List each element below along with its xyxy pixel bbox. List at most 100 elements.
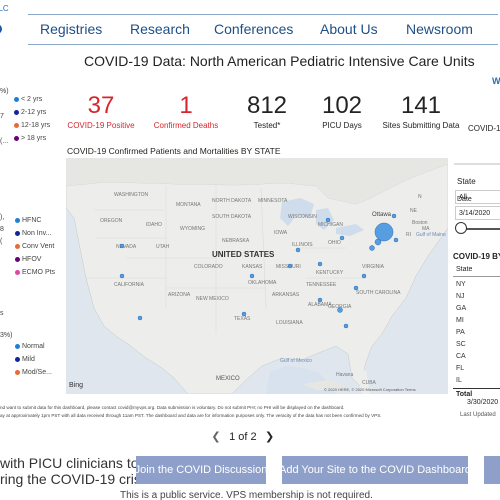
severity-legend-item[interactable]: Mod/Se... [15, 369, 52, 376]
date-slider-handle[interactable] [455, 222, 467, 234]
map-label: SOUTH DAKOTA [212, 214, 252, 220]
nav-divider-top [28, 14, 498, 15]
disclaimer-line: ay at approximately 1pm PST with all dat… [0, 413, 382, 418]
add-site-button[interactable]: Add Your Site to the COVID Dashboard [279, 456, 471, 484]
table-total-label: Total [456, 391, 473, 398]
support-legend-item[interactable]: Conv Vent [15, 243, 54, 250]
map-label: MEXICO [216, 376, 240, 382]
table-row[interactable]: NJ [456, 293, 465, 300]
date-start-input[interactable]: 3/14/2020 [455, 206, 500, 220]
extra-cta-button[interactable] [484, 456, 500, 484]
map-label: NORTH DAKOTA [212, 198, 252, 204]
age-pct-fragment: %) [0, 88, 9, 95]
brand-logo-icon[interactable] [0, 24, 2, 34]
table-row[interactable]: FL [456, 365, 465, 372]
map-copyright[interactable]: © 2020 HERE, © 2020 Microsoft Corporatio… [324, 387, 416, 392]
map-water-label: Gulf of Mexico [280, 358, 312, 364]
right-logo-fragment: W [492, 76, 500, 86]
map-title: COVID-19 Confirmed Patients and Mortalit… [67, 146, 281, 156]
age-num-fragment: (... [0, 138, 9, 145]
data-disclaimer: nd want to submit data for this dashboar… [0, 404, 500, 420]
by-state-title: COVID-19 BY [453, 252, 500, 261]
nav-newsroom[interactable]: Newsroom [406, 21, 473, 37]
age-legend-item[interactable]: 2-12 yrs [14, 109, 46, 116]
map-label: N [418, 194, 422, 200]
legend-dot-icon [14, 122, 19, 128]
map-label: NEW MEXICO [196, 296, 229, 302]
age-num-fragment: 7 [0, 113, 4, 120]
nav-registries[interactable]: Registries [40, 21, 103, 37]
map-label: UTAH [156, 244, 170, 250]
next-page-icon[interactable]: ❯ [265, 431, 275, 443]
bing-logo[interactable]: Bing [69, 382, 84, 389]
kpi-label: PICU Days [322, 121, 362, 130]
map-city-label: Boston [412, 220, 428, 226]
map-city-label: Havana [336, 372, 354, 378]
age-legend-item[interactable]: > 18 yrs [14, 135, 46, 142]
legend-dot-icon [15, 243, 20, 249]
kpi-overflow-fragment: COVID-1 [468, 124, 500, 133]
severity-legend-item[interactable]: Mild [15, 356, 35, 363]
nav-conferences[interactable]: Conferences [214, 21, 294, 37]
public-service-note: This is a public service. VPS membership… [120, 490, 373, 500]
page-indicator: 1 of 2 [229, 431, 257, 443]
date-slider-track[interactable] [462, 228, 500, 230]
table-row[interactable]: IL [456, 377, 462, 384]
support-num-fragment: ), [0, 214, 5, 221]
map-label: ARKANSAS [272, 292, 300, 298]
cta-prompt: with PICU clinicians to ring the COVID-1… [0, 455, 159, 487]
legend-dot-icon [15, 343, 20, 349]
table-row[interactable]: MI [456, 317, 464, 324]
legend-dot-icon [15, 217, 20, 223]
join-discussion-button[interactable]: Join the COVID Discussion [135, 456, 267, 484]
map-label: IOWA [274, 230, 288, 236]
map-label: LOUISIANA [276, 320, 303, 326]
map-label: WISCONSIN [288, 214, 317, 220]
severity-legend-item[interactable]: Normal [15, 343, 45, 350]
kpi-label: Tested* [253, 121, 281, 130]
cta-prompt-line: ring the COVID-19 crisis? [0, 471, 159, 487]
map-label: MA [422, 226, 430, 232]
top-nav: LLC Registries Research Conferences Abou… [0, 0, 500, 46]
disclaimer-line: nd want to submit data for this dashboar… [0, 405, 345, 410]
map-country-label: UNITED STATES [212, 250, 275, 259]
map-label: CUBA [362, 380, 376, 386]
table-row[interactable]: SC [456, 341, 466, 348]
state-map[interactable]: WASHINGTON MONTANA NORTH DAKOTA MINNESOT… [66, 158, 448, 394]
support-legend-item[interactable]: HFOV [15, 256, 41, 263]
kpi-value: 812 [246, 92, 288, 119]
map-label: NE [410, 208, 417, 214]
age-legend-item[interactable]: < 2 yrs [14, 96, 42, 103]
map-label: GEORGIA [328, 304, 352, 310]
kpi-confirmed-deaths: 1 Confirmed Deaths [150, 92, 222, 130]
map-label: MONTANA [176, 202, 201, 208]
map-water-label: Gulf of Maine [416, 232, 446, 238]
support-legend-item[interactable]: HFNC [15, 217, 41, 224]
prev-page-icon[interactable]: ❮ [211, 431, 221, 443]
map-label: VIRGINIA [362, 264, 384, 270]
kpi-sites-submitting: 141 Sites Submitting Data [378, 92, 464, 130]
nav-research[interactable]: Research [130, 21, 190, 37]
table-row[interactable]: PA [456, 329, 465, 336]
kpi-value: 102 [321, 92, 363, 119]
legend-dot-icon [14, 109, 19, 115]
nav-about-us[interactable]: About Us [320, 21, 378, 37]
age-legend-item[interactable]: 12-18 yrs [14, 122, 50, 129]
map-label: NEBRASKA [222, 238, 250, 244]
kpi-value: 37 [87, 92, 115, 119]
last-updated-label: Last Updated [460, 412, 496, 418]
support-legend-item[interactable]: ECMO Pts [15, 269, 55, 276]
table-row[interactable]: GA [456, 305, 467, 312]
map-background [66, 158, 448, 394]
table-row[interactable]: NY [456, 281, 466, 288]
support-legend-item[interactable]: Non Inv... [15, 230, 51, 237]
legend-dot-icon [14, 135, 19, 141]
legend-dot-icon [15, 269, 20, 275]
table-row[interactable]: CA [456, 353, 466, 360]
kpi-value: 1 [179, 92, 193, 119]
kpi-value: 141 [400, 92, 442, 119]
state-dropdown[interactable]: All [455, 190, 500, 204]
state-filter-label: State [457, 177, 476, 186]
table-total-rule [453, 388, 500, 389]
legend-dot-icon [14, 96, 19, 102]
